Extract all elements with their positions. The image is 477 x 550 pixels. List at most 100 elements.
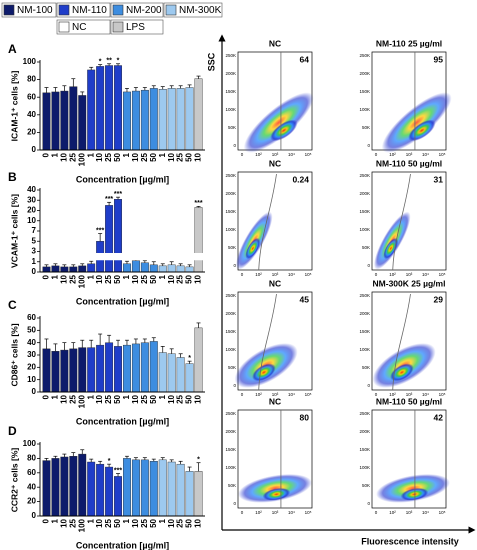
bar: [60, 349, 69, 393]
legend-swatch: [58, 4, 70, 16]
y-tick-label: 3: [32, 247, 37, 256]
legend-label: NM-110: [72, 5, 107, 16]
panel-letter: D: [8, 424, 17, 438]
bar: [167, 264, 176, 273]
bar: [87, 263, 96, 273]
flow-y-tick-label: 100K: [359, 107, 370, 112]
flow-y-tick-label: 250K: [359, 173, 370, 178]
flow-y-tick-label: 250K: [359, 53, 370, 58]
x-tick-label: 10: [59, 152, 68, 161]
gate-percentage: 95: [434, 54, 444, 64]
flow-x-tick-label: 10³: [406, 152, 413, 157]
bar: [114, 65, 122, 151]
y-tick-label: 80: [27, 454, 36, 463]
flow-y-tick-label: 0: [233, 143, 236, 148]
flow-x-tick-label: 10⁴: [288, 510, 295, 515]
legend-frame: [110, 2, 164, 18]
bar: [140, 262, 149, 273]
flow-y-tick-label: 150K: [359, 447, 370, 452]
flow-x-tick-label: 0: [241, 510, 244, 515]
bar: [42, 460, 51, 517]
y-tick-label: 60: [27, 468, 36, 477]
flow-x-tick-label: 10⁵: [305, 392, 312, 397]
x-tick-label: 1: [158, 152, 167, 157]
bar: [194, 327, 203, 393]
flow-x-tick-label: 10⁵: [439, 510, 446, 515]
flow-x-tick-label: 10³: [406, 272, 413, 277]
flow-y-tick-label: 200K: [359, 71, 370, 76]
flow-y-tick-label: 50K: [228, 483, 236, 488]
x-tick-label: 50: [113, 152, 122, 161]
bar: [194, 207, 203, 273]
flow-y-tick-label: 150K: [359, 329, 370, 334]
x-tick-label: 25: [140, 394, 149, 403]
flow-y-tick-label: 200K: [359, 191, 370, 196]
density-blob: [383, 237, 399, 260]
x-tick-label: 50: [185, 394, 194, 403]
bar: [114, 199, 122, 273]
flow-x-tick-label: 10²: [255, 510, 262, 515]
flow-x-tick-label: 10²: [389, 510, 396, 515]
x-tick-label: 100: [77, 274, 86, 288]
x-tick-label: 1: [51, 518, 60, 523]
significance: *: [117, 58, 120, 65]
legend-frame: [1, 2, 57, 18]
bar: [194, 471, 203, 517]
x-tick-label: 1: [158, 394, 167, 399]
x-tick-label: 25: [68, 394, 77, 403]
bar: [167, 353, 176, 393]
flow-y-tick-label: 250K: [359, 411, 370, 416]
gate-percentage: 42: [434, 412, 444, 422]
x-tick-label: 1: [122, 274, 131, 279]
y-tick-label: 50: [27, 325, 36, 334]
x-tick-label: 25: [176, 394, 185, 403]
bar: [51, 351, 60, 393]
flow-y-tick-label: 0: [367, 263, 370, 268]
plot-title: NC: [269, 38, 281, 48]
axis-break: [39, 253, 206, 261]
gate-line: [392, 293, 411, 391]
x-tick-label: 1: [86, 274, 95, 279]
significance: ***: [105, 196, 113, 203]
x-tick-label: 10: [194, 274, 203, 283]
x-tick-label: 10: [131, 152, 140, 161]
bar: [123, 344, 131, 393]
gate-percentage: 0.24: [292, 174, 309, 184]
bar: [149, 461, 158, 517]
x-tick-label: 10: [95, 518, 104, 527]
flow-x-label: Fluorescence intensity: [361, 536, 459, 546]
flow-y-tick-label: 150K: [359, 89, 370, 94]
plot-title: NC: [269, 278, 281, 288]
x-tick-label: 50: [149, 394, 158, 403]
flow-y-tick-label: 50K: [228, 365, 236, 370]
x-tick-label: 50: [149, 152, 158, 161]
legend-swatch: [3, 4, 15, 16]
flow-y-tick-label: 250K: [225, 411, 236, 416]
flow-y-tick-label: 200K: [225, 311, 236, 316]
x-tick-label: 25: [68, 274, 77, 283]
bar: [105, 342, 114, 393]
y-tick-label: 80: [27, 75, 36, 84]
flow-x-tick-label: 10⁵: [305, 510, 312, 515]
y-tick-label: 20: [27, 497, 36, 506]
bar: [123, 458, 131, 517]
x-tick-label: 10: [131, 274, 140, 283]
flow-x-tick-label: 10³: [272, 392, 279, 397]
bar: [51, 458, 60, 517]
bar: [140, 89, 149, 151]
x-tick-label: 100: [77, 394, 86, 408]
flow-y-tick-label: 200K: [225, 71, 236, 76]
flow-x-tick-label: 10⁵: [439, 272, 446, 277]
flow-x-tick-label: 10⁴: [422, 510, 429, 515]
y-tick-label: 40: [27, 482, 36, 491]
bar: [96, 463, 105, 517]
y-axis-label: CD86⁺ cells [%]: [9, 323, 19, 386]
flow-y-tick-label: 100K: [225, 347, 236, 352]
flow-x-tick-label: 0: [375, 510, 378, 515]
density-blob: [400, 487, 429, 501]
gate-percentage: 29: [434, 294, 444, 304]
flow-x-tick-label: 10²: [255, 152, 262, 157]
x-tick-label: 25: [104, 274, 113, 283]
gate-percentage: 31: [434, 174, 444, 184]
